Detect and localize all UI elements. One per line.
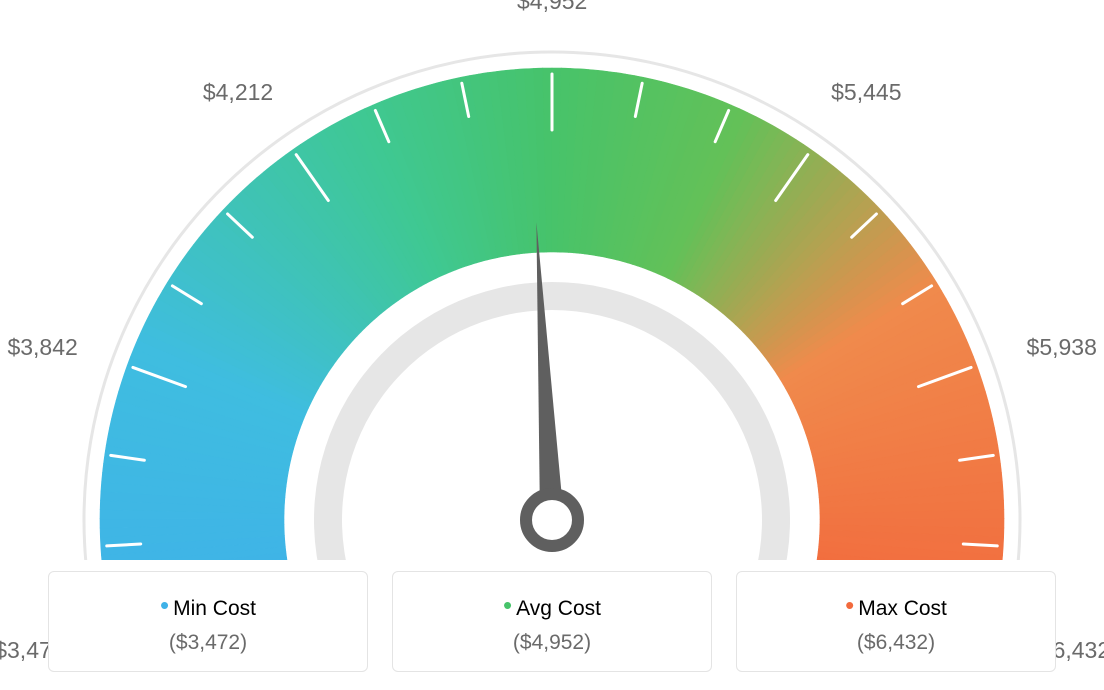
legend-label-avg: Avg Cost [516, 597, 601, 620]
legend-title-avg: •Avg Cost [403, 590, 701, 621]
legend-title-min: •Min Cost [59, 590, 357, 621]
cost-gauge-chart: $3,472$3,842$4,212$4,952$5,445$5,938$6,4… [0, 0, 1104, 690]
legend-card-avg: •Avg Cost ($4,952) [392, 571, 712, 672]
gauge-tick-label: $4,212 [203, 79, 273, 106]
gauge-tick-label: $3,842 [7, 334, 77, 361]
gauge-tick-label: $5,938 [1027, 334, 1097, 361]
bullet-icon: • [160, 590, 169, 620]
gauge-tick-label: $5,445 [831, 79, 901, 106]
legend-card-min: •Min Cost ($3,472) [48, 571, 368, 672]
legend-value-avg: ($4,952) [403, 631, 701, 655]
bullet-icon: • [503, 590, 512, 620]
legend-value-min: ($3,472) [59, 631, 357, 655]
legend-row: •Min Cost ($3,472) •Avg Cost ($4,952) •M… [0, 571, 1104, 672]
legend-title-max: •Max Cost [747, 590, 1045, 621]
legend-card-max: •Max Cost ($6,432) [736, 571, 1056, 672]
legend-label-min: Min Cost [173, 597, 256, 620]
gauge-svg [0, 0, 1104, 560]
bullet-icon: • [845, 590, 854, 620]
gauge-area: $3,472$3,842$4,212$4,952$5,445$5,938$6,4… [0, 0, 1104, 560]
gauge-tick-label: $4,952 [517, 0, 587, 15]
legend-label-max: Max Cost [858, 597, 947, 620]
legend-value-max: ($6,432) [747, 631, 1045, 655]
